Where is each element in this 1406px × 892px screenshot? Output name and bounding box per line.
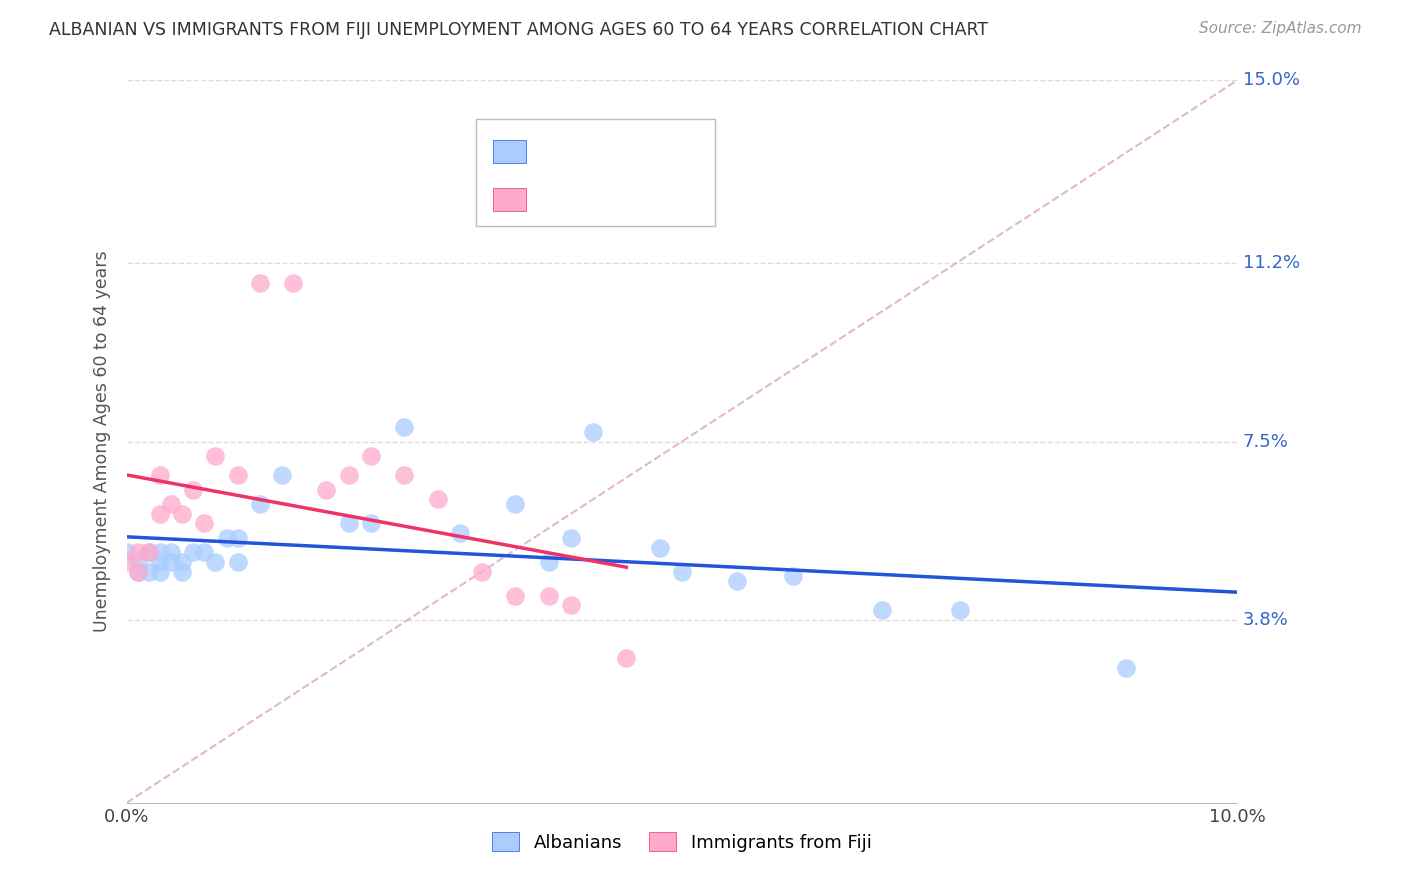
Point [582, 425, 605, 439]
Point [560, 599, 582, 613]
Point [249, 276, 271, 290]
Point [560, 531, 582, 545]
Point [226, 531, 249, 545]
Point [149, 565, 172, 579]
Point [149, 507, 172, 521]
Point [782, 569, 804, 583]
Point [394, 420, 416, 434]
Bar [494, 140, 526, 163]
Point [226, 555, 249, 569]
Point [337, 468, 360, 483]
Text: N =: N = [631, 191, 669, 209]
Point [160, 555, 183, 569]
FancyBboxPatch shape [477, 120, 716, 227]
Text: 0.015: 0.015 [579, 143, 626, 161]
Text: 15.0%: 15.0% [1243, 71, 1299, 89]
Point [870, 603, 893, 617]
Point [337, 516, 360, 531]
Point [281, 276, 304, 290]
Point [160, 497, 183, 511]
Point [193, 545, 215, 559]
Point [204, 449, 226, 463]
Point [503, 497, 526, 511]
Point [315, 483, 337, 497]
Text: R =: R = [537, 143, 574, 161]
Point [127, 555, 149, 569]
Point [160, 545, 183, 559]
Point [537, 589, 560, 603]
Text: 0.390: 0.390 [579, 191, 626, 209]
Point [537, 555, 560, 569]
Point [360, 516, 382, 531]
Point [181, 483, 204, 497]
Point [172, 507, 194, 521]
Point [115, 555, 138, 569]
Text: Source: ZipAtlas.com: Source: ZipAtlas.com [1198, 21, 1361, 37]
Point [648, 541, 671, 555]
Text: 11.2%: 11.2% [1243, 254, 1301, 272]
Text: R =: R = [537, 191, 574, 209]
Point [172, 555, 194, 569]
Point [193, 516, 215, 531]
Point [127, 545, 149, 559]
Text: 35: 35 [671, 143, 692, 161]
Point [215, 531, 238, 545]
Text: N =: N = [631, 143, 669, 161]
Point [226, 468, 249, 483]
Point [149, 545, 172, 559]
Y-axis label: Unemployment Among Ages 60 to 64 years: Unemployment Among Ages 60 to 64 years [93, 251, 111, 632]
Text: 3.8%: 3.8% [1243, 611, 1288, 629]
Point [503, 589, 526, 603]
Point [149, 555, 172, 569]
Text: ALBANIAN VS IMMIGRANTS FROM FIJI UNEMPLOYMENT AMONG AGES 60 TO 64 YEARS CORRELAT: ALBANIAN VS IMMIGRANTS FROM FIJI UNEMPLO… [49, 21, 988, 39]
Point [115, 545, 138, 559]
Point [149, 468, 172, 483]
Legend: Albanians, Immigrants from Fiji: Albanians, Immigrants from Fiji [485, 825, 879, 859]
Point [671, 565, 693, 579]
Point [127, 565, 149, 579]
Point [249, 497, 271, 511]
Point [948, 603, 970, 617]
Point [181, 545, 204, 559]
Point [426, 492, 449, 507]
Point [727, 574, 749, 589]
Point [471, 565, 494, 579]
Point [138, 545, 160, 559]
Point [138, 545, 160, 559]
Text: 24: 24 [671, 191, 692, 209]
Point [172, 565, 194, 579]
Point [614, 651, 637, 665]
Point [1115, 661, 1137, 675]
Point [271, 468, 294, 483]
Point [127, 565, 149, 579]
Point [138, 565, 160, 579]
Text: 7.5%: 7.5% [1243, 433, 1289, 450]
Bar [494, 187, 526, 211]
Point [204, 555, 226, 569]
Point [360, 449, 382, 463]
Point [394, 468, 416, 483]
Point [449, 526, 471, 541]
